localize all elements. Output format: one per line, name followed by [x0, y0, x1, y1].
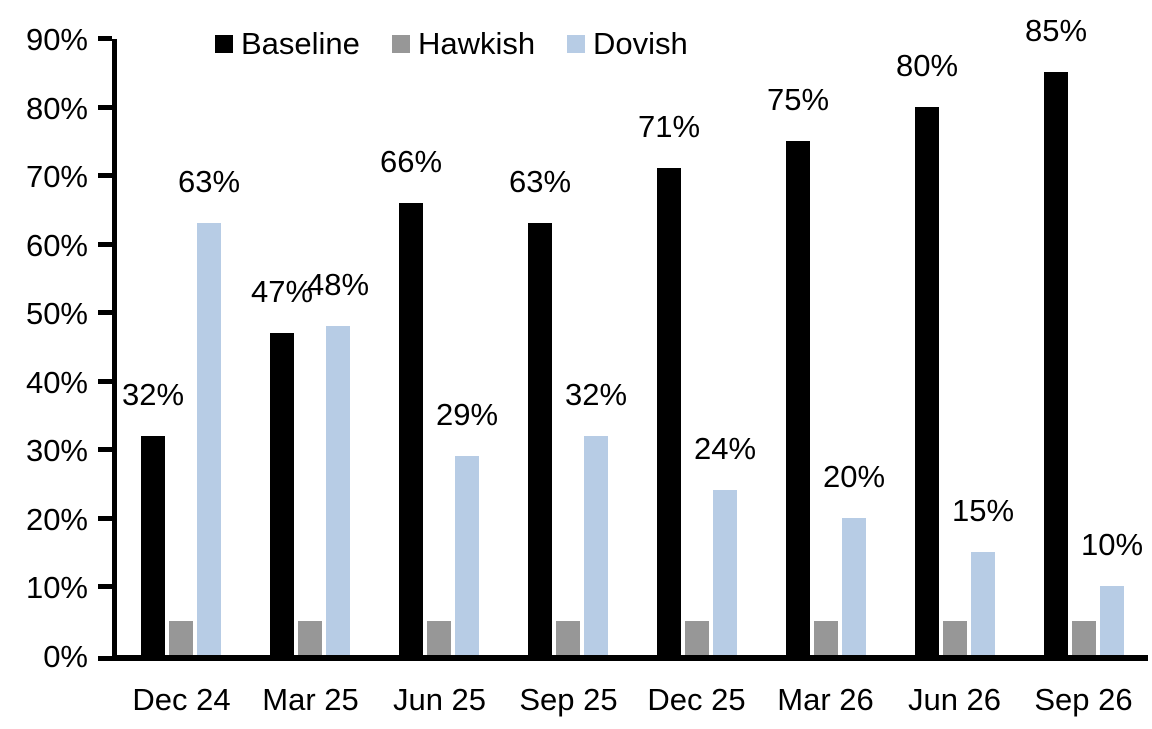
y-axis-label-50-: 50%	[25, 296, 88, 331]
legend-swatch-hawkish-icon	[392, 35, 410, 53]
bar-baseline-jun-25	[399, 203, 423, 655]
y-axis-tick-20-	[98, 516, 112, 521]
data-label-dovish-mar-26: 20%	[822, 459, 886, 494]
y-axis-tick-0-	[98, 656, 112, 661]
bar-baseline-dec-24	[141, 436, 165, 655]
data-label-baseline-dec-25: 71%	[637, 109, 701, 144]
data-label-baseline-mar-26: 75%	[766, 82, 830, 117]
bar-baseline-sep-25	[528, 223, 552, 655]
y-axis-tick-70-	[98, 173, 112, 178]
data-label-baseline-jun-26: 80%	[895, 48, 959, 83]
data-label-dovish-sep-26: 10%	[1080, 527, 1144, 562]
bar-hawkish-sep-25	[556, 621, 580, 655]
x-axis-label-mar-26: Mar 26	[777, 682, 874, 717]
legend-label-baseline: Baseline	[241, 26, 360, 61]
data-label-baseline-jun-25: 66%	[379, 144, 443, 179]
legend-label-hawkish: Hawkish	[418, 26, 536, 61]
x-axis-label-dec-25: Dec 25	[647, 682, 746, 717]
x-axis-label-jun-26: Jun 26	[907, 682, 1002, 717]
y-axis-tick-30-	[98, 447, 112, 452]
bar-dovish-sep-25	[584, 436, 608, 655]
y-axis-label-70-: 70%	[25, 159, 88, 194]
bar-baseline-dec-25	[657, 168, 681, 655]
x-axis-label-dec-24: Dec 24	[132, 682, 231, 717]
y-axis-tick-90-	[98, 36, 112, 41]
legend-swatch-dovish-icon	[567, 35, 585, 53]
y-axis-tick-80-	[98, 105, 112, 110]
y-axis-tick-40-	[98, 379, 112, 384]
bar-hawkish-dec-24	[169, 621, 193, 655]
bar-hawkish-dec-25	[685, 621, 709, 655]
data-label-dovish-dec-24: 63%	[177, 164, 241, 199]
bar-dovish-mar-26	[842, 518, 866, 655]
data-label-dovish-jun-25: 29%	[435, 397, 499, 432]
y-axis-tick-60-	[98, 242, 112, 247]
legend-item-hawkish: Hawkish	[392, 28, 535, 60]
x-axis-label-sep-26: Sep 26	[1034, 682, 1133, 717]
data-label-baseline-sep-25: 63%	[508, 164, 572, 199]
legend-swatch-baseline-icon	[215, 35, 233, 53]
data-label-baseline-dec-24: 32%	[121, 377, 185, 412]
x-axis-label-sep-25: Sep 25	[519, 682, 618, 717]
y-axis-label-60-: 60%	[25, 228, 88, 263]
legend-label-dovish: Dovish	[593, 26, 688, 61]
y-axis-tick-10-	[98, 584, 112, 589]
bar-dovish-dec-25	[713, 490, 737, 655]
data-label-dovish-dec-25: 24%	[693, 431, 757, 466]
bar-baseline-mar-25	[270, 333, 294, 655]
bar-dovish-jun-25	[455, 456, 479, 655]
legend-item-baseline: Baseline	[215, 28, 360, 60]
data-label-dovish-mar-25: 48%	[306, 267, 370, 302]
y-axis-label-40-: 40%	[25, 365, 88, 400]
y-axis-label-0-: 0%	[43, 639, 88, 674]
y-axis-line	[112, 39, 117, 661]
bar-dovish-mar-25	[326, 326, 350, 655]
bar-baseline-sep-26	[1044, 72, 1068, 655]
legend-item-dovish: Dovish	[567, 28, 688, 60]
y-axis-label-20-: 20%	[25, 502, 88, 537]
y-axis-label-90-: 90%	[25, 22, 88, 57]
y-axis-label-30-: 30%	[25, 433, 88, 468]
bar-dovish-jun-26	[971, 552, 995, 655]
x-axis-label-mar-25: Mar 25	[262, 682, 359, 717]
bar-hawkish-sep-26	[1072, 621, 1096, 655]
data-label-baseline-sep-26: 85%	[1024, 13, 1088, 48]
data-label-dovish-jun-26: 15%	[951, 493, 1015, 528]
bar-hawkish-mar-26	[814, 621, 838, 655]
bar-baseline-jun-26	[915, 107, 939, 655]
y-axis-label-80-: 80%	[25, 91, 88, 126]
x-axis-label-jun-25: Jun 25	[392, 682, 487, 717]
data-label-baseline-mar-25: 47%	[250, 274, 314, 309]
bar-hawkish-jun-25	[427, 621, 451, 655]
y-axis-tick-50-	[98, 310, 112, 315]
bar-baseline-mar-26	[786, 141, 810, 655]
bar-dovish-sep-26	[1100, 586, 1124, 655]
y-axis-label-10-: 10%	[25, 570, 88, 605]
bar-hawkish-mar-25	[298, 621, 322, 655]
data-label-dovish-sep-25: 32%	[564, 377, 628, 412]
bar-hawkish-jun-26	[943, 621, 967, 655]
bar-dovish-dec-24	[197, 223, 221, 655]
x-axis-line	[112, 655, 1148, 661]
